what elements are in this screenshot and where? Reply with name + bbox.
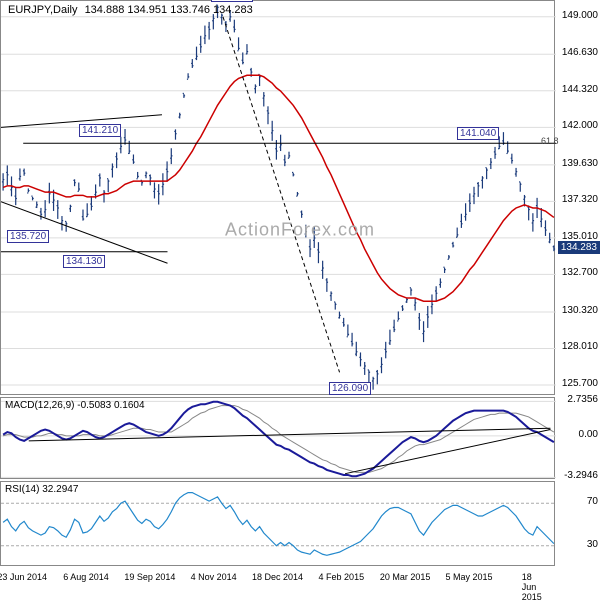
xaxis-label: 18 Jun 2015 (522, 572, 544, 598)
watermark: ActionForex.com (225, 220, 375, 241)
xaxis-label: 4 Feb 2015 (319, 572, 365, 598)
price-annotation: 141.210 (79, 124, 121, 137)
price-ytick: 137.320 (562, 194, 598, 205)
price-annotation: 149.760 (211, 0, 253, 2)
price-ytick: 132.700 (562, 267, 598, 278)
price-annotation: 126.090 (329, 382, 371, 395)
macd-ytick: -3.2946 (564, 470, 598, 481)
price-chart-panel: 149.760 141.210 135.720 134.130 126.090 141.0… (0, 0, 555, 395)
price-annotation: 134.130 (63, 255, 105, 268)
rsi-ytick: 30 (587, 539, 598, 550)
price-yaxis: 125.700 128.010 130.320 132.700 135.010 137.3… (555, 0, 600, 395)
ohlc: 134.888 134.951 133.746 134.283 (85, 4, 253, 16)
macd-label: MACD(12,26,9) -0.5083 0.1604 (5, 400, 145, 411)
chart-header: EURJPY,Daily 134.888 134.951 133.746 134… (8, 4, 253, 16)
xaxis-label: 20 Mar 2015 (380, 572, 431, 598)
price-annotation: 135.720 (7, 230, 49, 243)
macd-ytick: 2.7356 (567, 394, 598, 405)
price-ytick: 139.630 (562, 158, 598, 169)
macd-panel: MACD(12,26,9) -0.5083 0.1604 (0, 397, 555, 479)
macd-ytick: 0.00 (579, 429, 598, 440)
price-ytick: 144.320 (562, 84, 598, 95)
xaxis-label: 6 Aug 2014 (63, 572, 109, 598)
xaxis-label: 5 May 2015 (445, 572, 492, 598)
price-ytick: 142.000 (562, 120, 598, 131)
xaxis-label: 23 Jun 2014 (0, 572, 47, 598)
xaxis-label: 19 Sep 2014 (124, 572, 175, 598)
last-price-label: 134.283 (558, 241, 600, 254)
price-ytick: 125.700 (562, 378, 598, 389)
rsi-ytick: 70 (587, 496, 598, 507)
price-ytick: 149.000 (562, 10, 598, 21)
price-ytick: 135.010 (562, 231, 598, 242)
price-ytick: 128.010 (562, 341, 598, 352)
price-ytick: 146.630 (562, 47, 598, 58)
rsi-yaxis: 30 70 (555, 481, 600, 566)
price-ytick: 130.320 (562, 305, 598, 316)
rsi-panel: RSI(14) 32.2947 (0, 481, 555, 566)
xaxis-label: 4 Nov 2014 (191, 572, 237, 598)
date-xaxis: 23 Jun 2014 6 Aug 2014 19 Sep 2014 4 Nov 20… (0, 568, 555, 600)
macd-yaxis: -3.2946 0.00 2.7356 (555, 397, 600, 479)
rsi-label: RSI(14) 32.2947 (5, 484, 78, 495)
price-annotation: 141.040 (457, 127, 499, 140)
xaxis-label: 18 Dec 2014 (252, 572, 303, 598)
symbol: EURJPY,Daily (8, 4, 78, 16)
